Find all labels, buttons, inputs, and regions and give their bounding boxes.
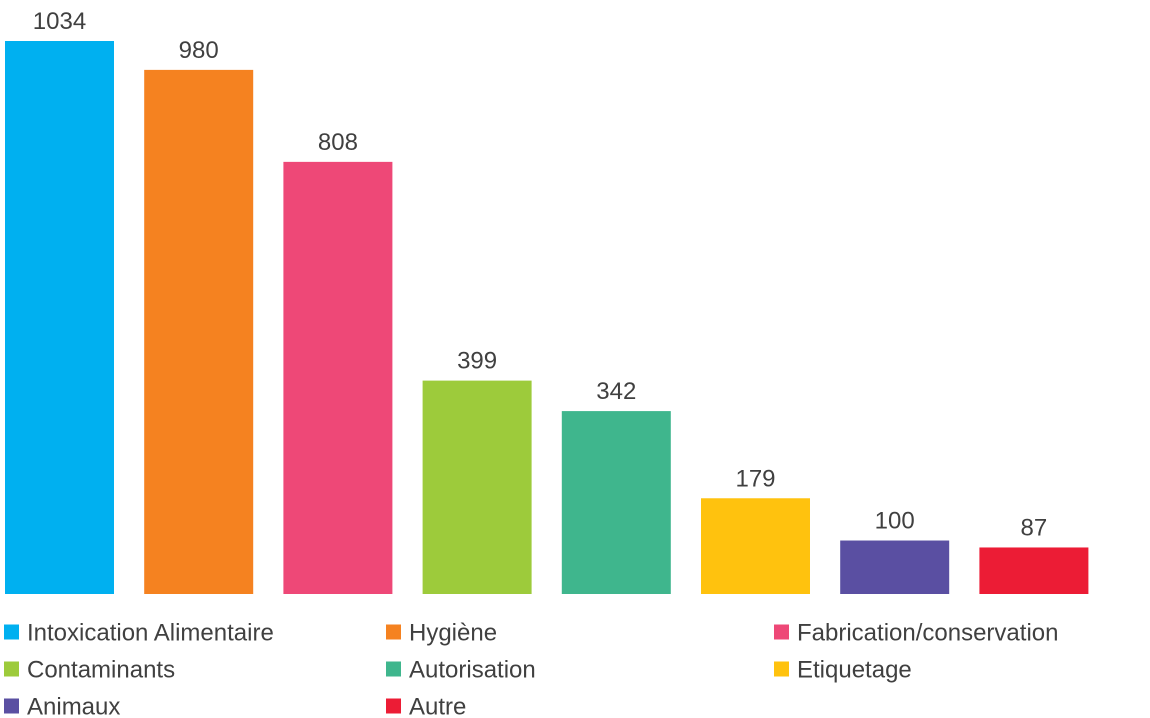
legend-item-animaux: Animaux <box>4 694 120 718</box>
legend-label-autre: Autre <box>409 694 466 718</box>
legend-swatch-fabrication-conservation <box>774 624 789 640</box>
bar-contaminants <box>422 380 532 594</box>
legend-item-autorisation: Autorisation <box>386 657 536 684</box>
data-label-animaux: 100 <box>875 508 915 535</box>
legend-label-autorisation: Autorisation <box>409 657 536 684</box>
data-label-autorisation: 342 <box>596 378 636 405</box>
legend-item-etiquetage: Etiquetage <box>774 657 912 684</box>
bar-intoxication-alimentaire <box>5 41 114 594</box>
legend-swatch-etiquetage <box>774 661 789 677</box>
data-label-intoxication-alimentaire: 1034 <box>33 8 86 35</box>
legend-item-hygiene: Hygiène <box>386 620 497 647</box>
legend-label-etiquetage: Etiquetage <box>797 657 912 684</box>
bar-etiquetage <box>701 498 810 594</box>
bar-autorisation <box>561 411 671 594</box>
data-label-autre: 87 <box>1021 514 1048 541</box>
legend-label-fabrication-conservation: Fabrication/conservation <box>797 620 1058 647</box>
data-label-etiquetage: 179 <box>735 465 775 492</box>
bar-hygiene <box>144 69 254 595</box>
legend-item-fabrication-conservation: Fabrication/conservation <box>774 620 1058 647</box>
legend-swatch-animaux <box>4 698 19 714</box>
legend-label-hygiene: Hygiène <box>409 620 497 647</box>
legend-swatch-intoxication-alimentaire <box>4 624 19 640</box>
legend-swatch-hygiene <box>386 624 401 640</box>
legend-label-contaminants: Contaminants <box>27 657 175 684</box>
bar-autre <box>979 547 1089 594</box>
bar-animaux <box>840 540 950 594</box>
data-labels-group: 1034 980 808 399 342 179 100 87 <box>33 8 1047 541</box>
legend-swatch-autorisation <box>386 661 401 677</box>
data-label-fabrication-conservation: 808 <box>318 129 358 156</box>
bar-fabrication-conservation <box>283 161 393 594</box>
bars-group <box>5 41 1089 595</box>
legend-swatch-contaminants <box>4 661 19 677</box>
legend-item-contaminants: Contaminants <box>4 657 175 684</box>
legend-label-animaux: Animaux <box>27 694 120 718</box>
data-label-contaminants: 399 <box>457 348 497 375</box>
legend-item-autre: Autre <box>386 694 466 718</box>
data-label-hygiene: 980 <box>179 37 219 64</box>
legend: Intoxication Alimentaire Hygiène Fabricati… <box>4 620 1058 718</box>
legend-label-intoxication-alimentaire: Intoxication Alimentaire <box>27 620 274 647</box>
legend-swatch-autre <box>386 698 401 714</box>
legend-item-intoxication-alimentaire: Intoxication Alimentaire <box>4 620 274 647</box>
